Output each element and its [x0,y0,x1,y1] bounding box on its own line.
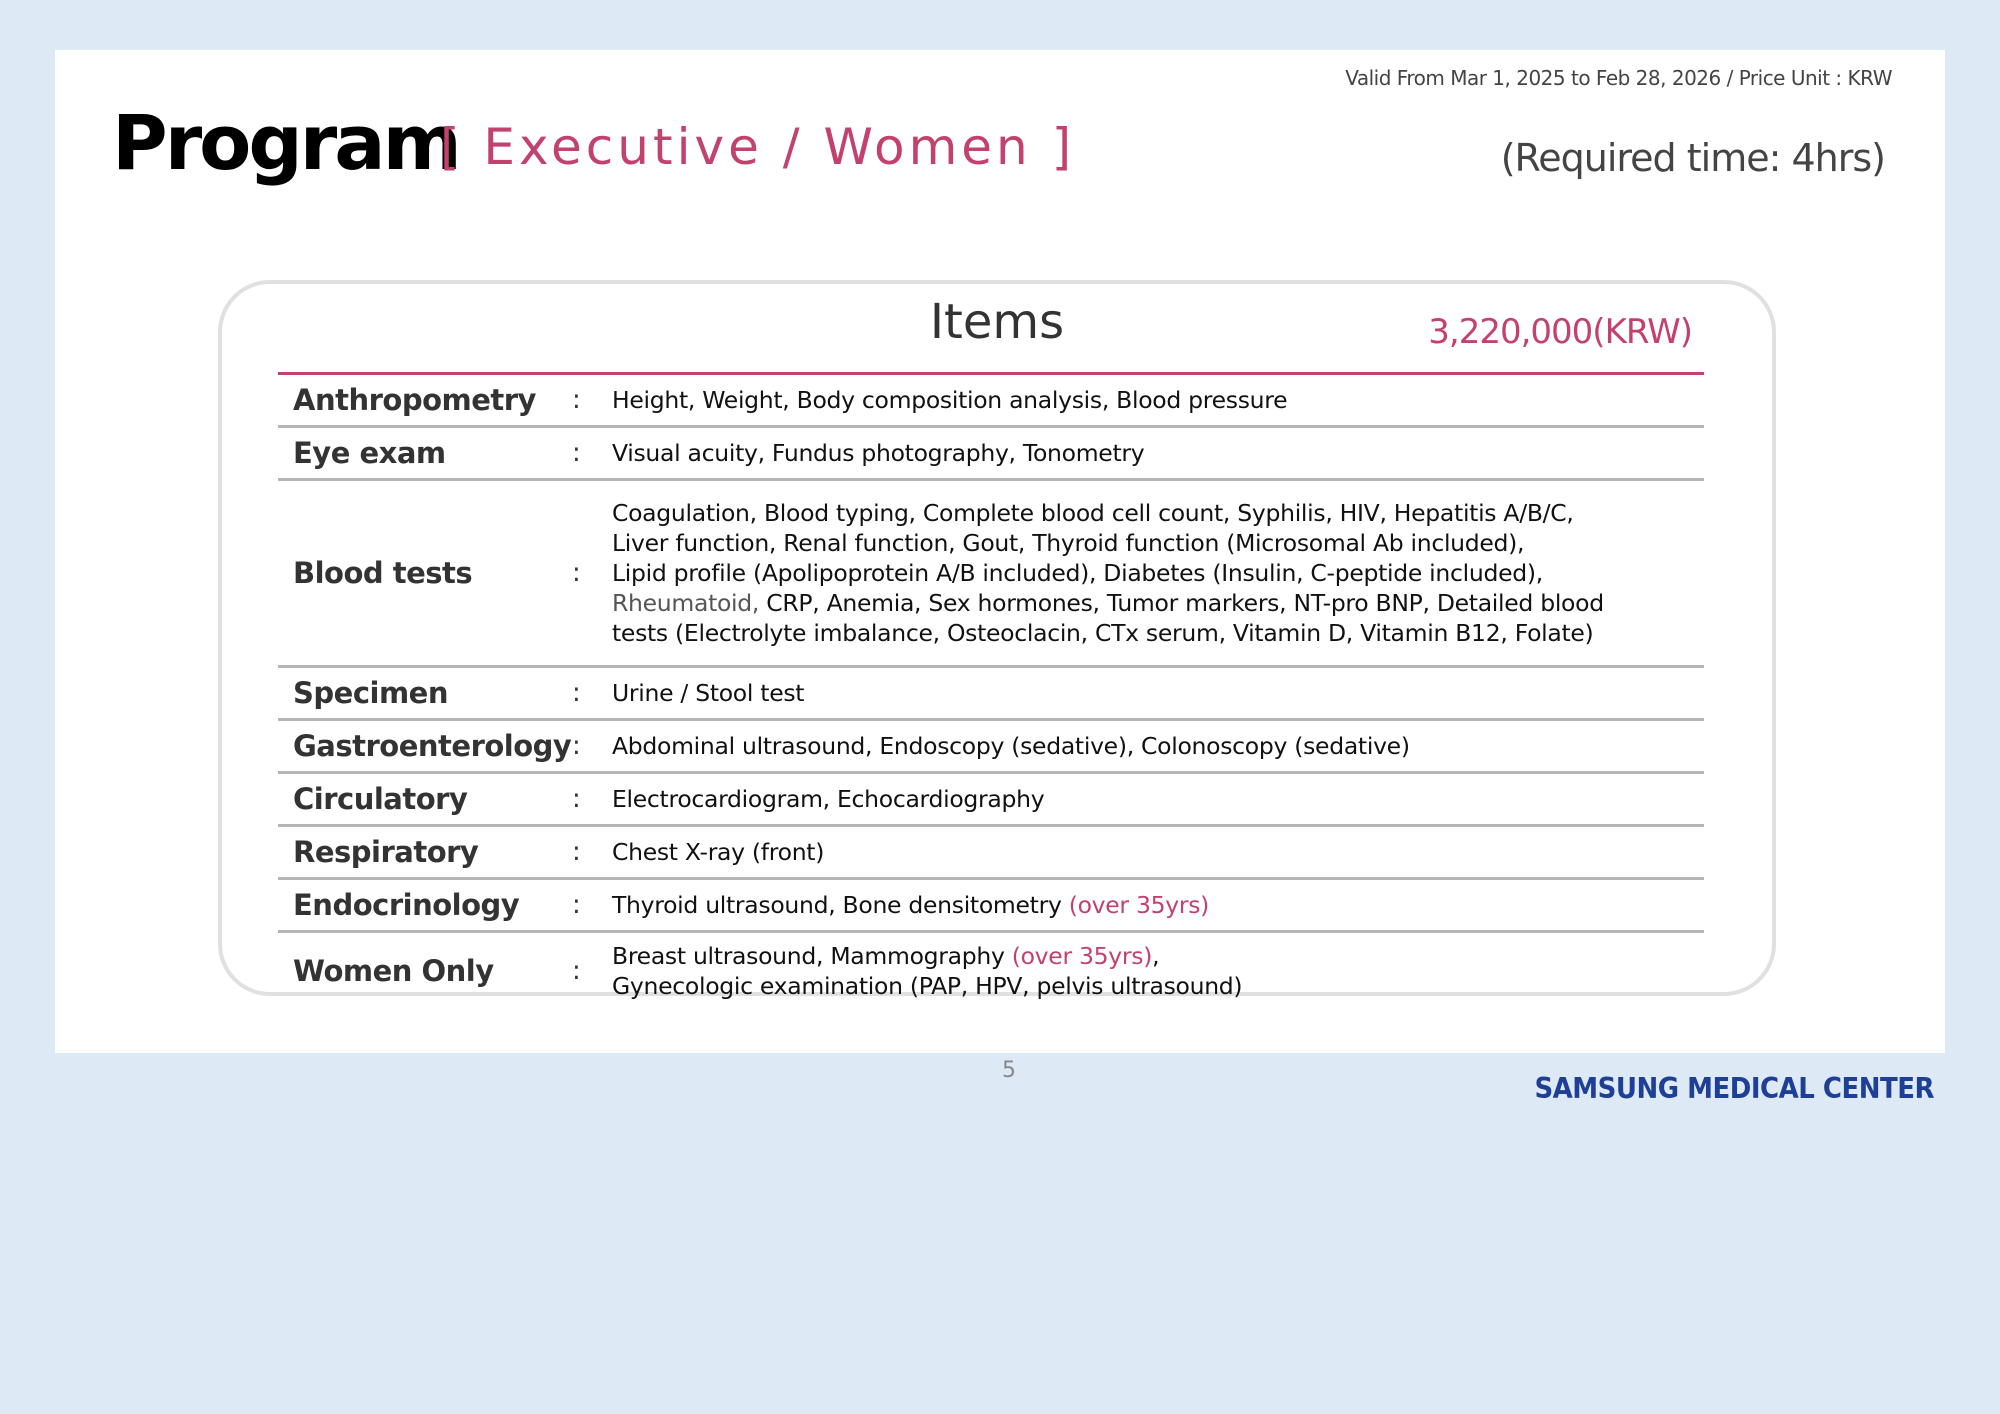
table-row: Blood tests : Coagulation, Blood typing,… [278,481,1704,668]
row-content: Coagulation, Blood typing, Complete bloo… [612,498,1704,648]
content-line: Liver function, Renal function, Gout, Th… [612,529,1525,557]
row-content: Abdominal ultrasound, Endoscopy (sedativ… [612,732,1410,760]
row-colon: : [572,558,581,588]
row-label: Specimen [293,676,448,710]
row-label: Eye exam [293,436,446,470]
row-content: Visual acuity, Fundus photography, Tonom… [612,439,1145,467]
required-time: (Required time: 4hrs) [1500,136,1886,180]
age-note: (over 35yrs) [1068,891,1210,919]
header-divider [278,372,1704,375]
row-colon: : [572,956,581,986]
row-colon: : [572,385,581,415]
row-label: Blood tests [293,556,473,590]
row-label: Gastroenterology [293,729,572,763]
items-title: Items [929,294,1065,350]
content-line: Breast ultrasound, Mammography (over 35y… [612,941,1704,971]
row-content: Thyroid ultrasound, Bone densitometry (o… [612,890,1704,920]
row-colon: : [572,784,581,814]
content-segment: , [1152,942,1160,970]
row-label: Women Only [293,954,494,988]
validity-text: Valid From Mar 1, 2025 to Feb 28, 2026 /… [1345,66,1892,90]
row-label: Respiratory [293,835,479,869]
row-label: Endocrinology [293,888,520,922]
content-line: Lipid profile (Apolipoprotein A/B includ… [612,559,1543,587]
row-content: Urine / Stool test [612,679,805,707]
table-row: Anthropometry : Height, Weight, Body com… [278,375,1704,428]
page-title: Program [112,98,462,187]
row-label: Anthropometry [293,383,536,417]
row-colon: : [572,438,581,468]
row-colon: : [572,837,581,867]
content-segment: Thyroid ultrasound, Bone densitometry [612,891,1069,919]
table-row: Specimen : Urine / Stool test [278,668,1704,721]
price: 3,220,000(KRW) [1428,312,1693,352]
content-segment: Breast ultrasound, Mammography [612,942,1012,970]
content-line: tests (Electrolyte imbalance, Osteoclaci… [612,619,1594,647]
table-row: Circulatory : Electrocardiogram, Echocar… [278,774,1704,827]
row-label: Circulatory [293,782,468,816]
items-table: Anthropometry : Height, Weight, Body com… [278,375,1704,1009]
items-card: Items 3,220,000(KRW) Anthropometry : Hei… [218,280,1776,1000]
table-row: Respiratory : Chest X-ray (front) [278,827,1704,880]
row-content: Chest X-ray (front) [612,838,825,866]
program-subtitle: [ Executive / Women ] [440,118,1076,176]
content-segment: CRP, Anemia, Sex hormones, Tumor markers… [759,589,1604,617]
row-colon: : [572,678,581,708]
content-segment: Rheumatoid, [612,589,760,617]
content-line: Gynecologic examination (PAP, HPV, pelvi… [612,972,1243,1000]
slide-panel: Valid From Mar 1, 2025 to Feb 28, 2026 /… [55,50,1945,1053]
content-line: Rheumatoid, CRP, Anemia, Sex hormones, T… [612,588,1704,618]
content-line: Coagulation, Blood typing, Complete bloo… [612,499,1574,527]
row-content: Breast ultrasound, Mammography (over 35y… [612,941,1704,1001]
row-content: Electrocardiogram, Echocardiography [612,785,1045,813]
table-row: Women Only : Breast ultrasound, Mammogra… [278,933,1704,1009]
table-row: Eye exam : Visual acuity, Fundus photogr… [278,428,1704,481]
row-colon: : [572,890,581,920]
row-content: Height, Weight, Body composition analysi… [612,386,1288,414]
page-number: 5 [1002,1058,1016,1083]
age-note: (over 35yrs) [1011,942,1153,970]
table-row: Gastroenterology : Abdominal ultrasound,… [278,721,1704,774]
samsung-medical-center-logo: SAMSUNG MEDICAL CENTER [1534,1072,1934,1106]
table-row: Endocrinology : Thyroid ultrasound, Bone… [278,880,1704,933]
row-colon: : [572,731,581,761]
